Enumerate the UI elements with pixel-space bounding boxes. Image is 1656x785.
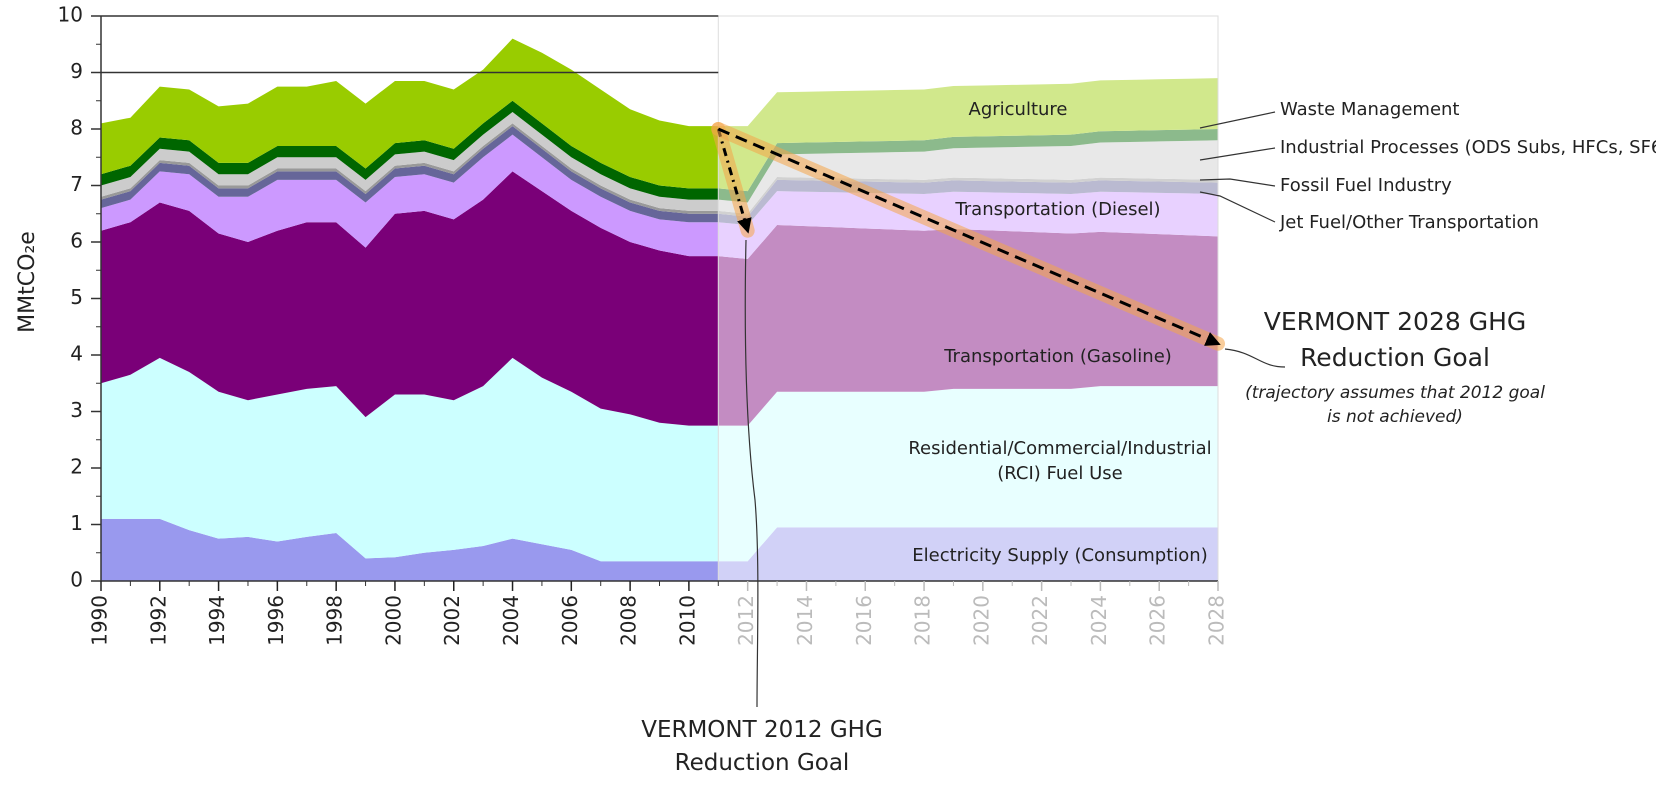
legend-label: Waste Management: [1280, 99, 1459, 120]
y-tick-label: 5: [70, 285, 83, 309]
legend-label: Fossil Fuel Industry: [1280, 175, 1452, 196]
area: [101, 126, 1218, 226]
x-tick-label: 2002: [440, 595, 464, 646]
leader: [1199, 111, 1276, 129]
y-tick-label: 0: [70, 568, 83, 592]
leader: [1199, 178, 1276, 187]
goal-glow: [711, 122, 755, 238]
x-tick-label: 1992: [146, 595, 170, 646]
x-tick-label: 2004: [499, 595, 523, 646]
leader: [1199, 191, 1276, 223]
x-tick-label: 2006: [558, 595, 582, 646]
goal-label: VERMONT 2012 GHG Reduction Goal: [641, 717, 883, 777]
x-tick-label: 2020: [969, 595, 993, 646]
y-tick-label: 3: [70, 398, 83, 422]
x-tick-label: 2026: [1146, 595, 1170, 646]
goal-arrow: [717, 127, 1221, 346]
goal-label: VERMONT 2028 GHG Reduction Goal: [1263, 307, 1527, 373]
y-tick-label: 7: [70, 172, 83, 196]
y-tick-label: 2: [70, 455, 83, 479]
area: [101, 100, 1218, 203]
areas: [101, 15, 1219, 582]
x-tick-label: 2010: [675, 595, 699, 646]
y-tick-label: 8: [70, 116, 83, 140]
x-tick-label: 2016: [852, 595, 876, 646]
area: [101, 38, 1218, 192]
x-tick-label: 2024: [1087, 595, 1111, 646]
area: [101, 123, 1218, 217]
x-tick-label: 2008: [617, 595, 641, 646]
legend-label: Jet Fuel/Other Transportation: [1279, 212, 1539, 233]
x-tick-label: 2000: [381, 595, 405, 646]
area-label: Transportation (Gasoline): [943, 346, 1172, 367]
x-tick-label: 1994: [205, 595, 229, 646]
area-label: Agriculture: [969, 99, 1068, 120]
x-tick-label: 2018: [911, 595, 935, 646]
leader: [1199, 147, 1276, 161]
x-tick-label: 1998: [323, 595, 347, 646]
projection-fade: [718, 16, 1218, 581]
x-tick-label: 2028: [1205, 595, 1229, 646]
leader-lines: [744, 111, 1286, 708]
leader: [1224, 348, 1286, 368]
legend-label: Industrial Processes (ODS Subs, HFCs, SF…: [1280, 137, 1656, 158]
area-label: Electricity Supply (Consumption): [912, 545, 1207, 566]
x-tick-label: 1990: [88, 595, 112, 646]
x-tick-label: 2022: [1028, 595, 1052, 646]
goal-note: (trajectory assumes that 2012 goal is no…: [1245, 383, 1545, 427]
area-label: Residential/Commercial/Industrial (RCI) …: [908, 438, 1212, 485]
y-axis-label: MMtCO₂e: [15, 231, 40, 333]
x-tick-label: 2012: [734, 595, 758, 646]
axes: 0 1 2 3 4 5 6 7 8 9 10 1990 1992 1994 1996 1998 2000 2002…: [58, 3, 1229, 646]
y-tick-label: 9: [70, 59, 83, 83]
y-tick-label: 4: [70, 342, 83, 366]
y-tick-label: 10: [58, 3, 83, 27]
y-tick-label: 1: [70, 511, 83, 535]
area-label: Transportation (Diesel): [954, 199, 1160, 220]
y-tick-label: 6: [70, 229, 83, 253]
x-tick-label: 2014: [793, 595, 817, 646]
x-tick-label: 1996: [264, 595, 288, 646]
leader: [744, 239, 759, 708]
